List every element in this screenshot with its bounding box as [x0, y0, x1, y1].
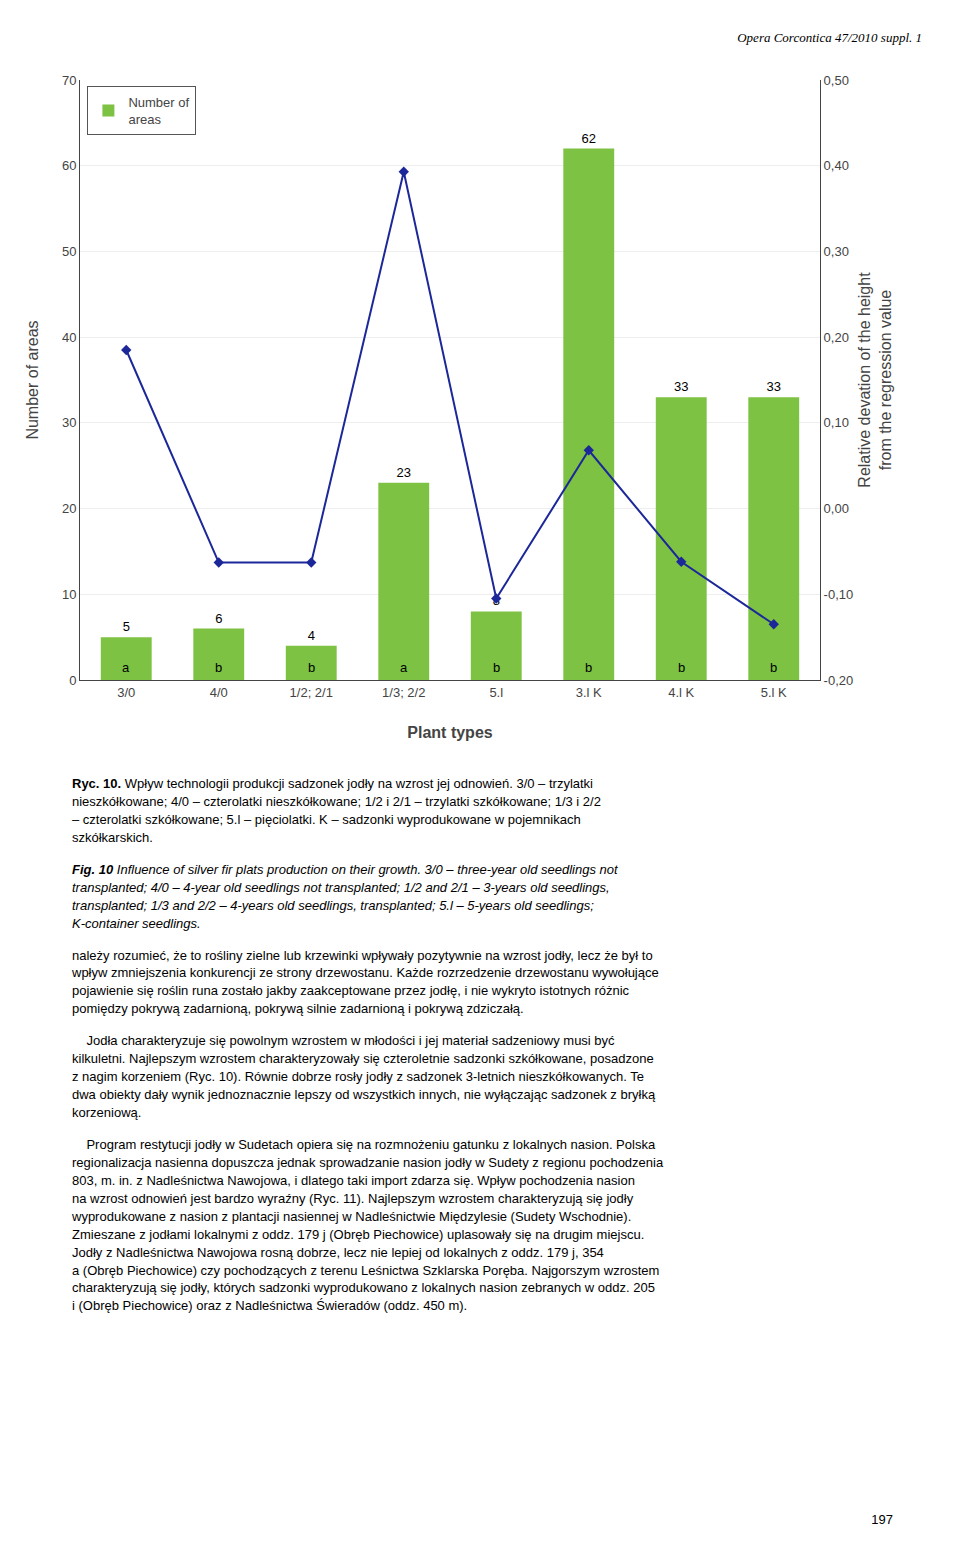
- svg-text:b: b: [493, 660, 500, 675]
- svg-text:33: 33: [767, 379, 781, 394]
- svg-text:62: 62: [582, 131, 596, 146]
- svg-text:8: 8: [493, 593, 500, 608]
- html-text:należy rozumieć, że to rośliny: należy rozumieć, że to rośliny zielne lu…: [72, 947, 659, 1017]
- svg-text:b: b: [215, 660, 222, 675]
- svg-text:a: a: [122, 660, 130, 675]
- svg-text:5.l: 5.l: [489, 685, 503, 700]
- svg-text:10: 10: [62, 587, 76, 602]
- svg-text:0,30: 0,30: [824, 244, 849, 259]
- html-text:Opera Corcontica 47/2010 suppl: Opera Corcontica 47/2010 suppl. 1: [737, 30, 922, 45]
- svg-text:-0,20: -0,20: [824, 673, 854, 688]
- svg-text:4: 4: [308, 628, 315, 643]
- svg-text:70: 70: [62, 73, 76, 88]
- svg-text:33: 33: [674, 379, 688, 394]
- svg-text:Relative devation of the heigh: Relative devation of the heightfrom the …: [856, 272, 894, 488]
- svg-text:5.l K: 5.l K: [761, 685, 787, 700]
- html-text:Fig. 10 Influence of silver fi: Fig. 10 Influence of silver fir plats pr…: [72, 861, 618, 931]
- html-text:Jodła charakteryzuje się powol: Jodła charakteryzuje się powolnym wzrost…: [72, 1033, 656, 1120]
- svg-text:6: 6: [215, 611, 222, 626]
- svg-text:4.l K: 4.l K: [668, 685, 694, 700]
- svg-text:20: 20: [62, 501, 76, 516]
- svg-text:b: b: [678, 660, 685, 675]
- svg-text:b: b: [770, 660, 777, 675]
- svg-text:0,50: 0,50: [824, 73, 849, 88]
- svg-text:0,00: 0,00: [824, 501, 849, 516]
- svg-text:a: a: [400, 660, 408, 675]
- svg-text:0,10: 0,10: [824, 415, 849, 430]
- svg-text:3/0: 3/0: [117, 685, 135, 700]
- svg-text:Number of areas: Number of areas: [24, 320, 41, 439]
- svg-text:1/2; 2/1: 1/2; 2/1: [290, 685, 333, 700]
- html-text:Ryc. 10. Wpływ technologii pro: Ryc. 10. Wpływ technologii produkcji sad…: [72, 776, 601, 845]
- svg-text:60: 60: [62, 158, 76, 173]
- svg-text:0,40: 0,40: [824, 158, 849, 173]
- html-text:197: 197: [871, 1512, 893, 1527]
- svg-text:3.l K: 3.l K: [576, 685, 602, 700]
- svg-text:b: b: [308, 660, 315, 675]
- svg-text:b: b: [585, 660, 592, 675]
- svg-text:Number ofareas: Number ofareas: [128, 95, 189, 127]
- svg-text:1/3; 2/2: 1/3; 2/2: [382, 685, 425, 700]
- svg-text:-0,10: -0,10: [824, 587, 854, 602]
- svg-text:23: 23: [397, 465, 411, 480]
- html-text:Program restytucji jodły w Sud: Program restytucji jodły w Sudetach opie…: [72, 1136, 664, 1314]
- svg-text:50: 50: [62, 244, 76, 259]
- svg-text:Plant types: Plant types: [407, 724, 492, 741]
- svg-text:40: 40: [62, 330, 76, 345]
- svg-text:30: 30: [62, 415, 76, 430]
- svg-text:0: 0: [69, 673, 76, 688]
- svg-text:0,20: 0,20: [824, 330, 849, 345]
- svg-text:4/0: 4/0: [210, 685, 228, 700]
- svg-text:5: 5: [123, 619, 130, 634]
